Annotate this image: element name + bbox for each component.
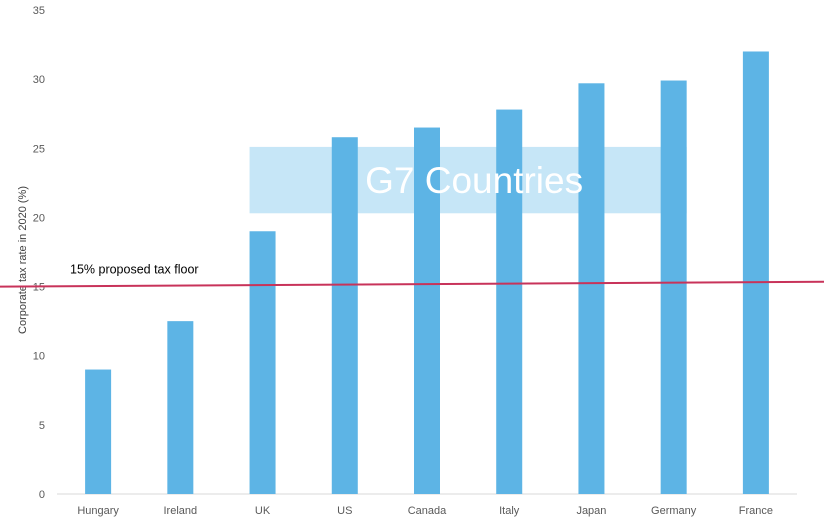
x-tick-label: France	[739, 505, 773, 517]
y-axis-ticks: 0 5 10 15 20 25 30 35	[33, 5, 45, 501]
g7-annotation	[249, 146, 687, 214]
x-tick-label: UK	[255, 505, 271, 517]
g7-box	[249, 146, 687, 214]
bar-hungary	[85, 369, 112, 494]
y-tick-label: 0	[39, 489, 45, 501]
x-tick-label: Italy	[499, 505, 520, 517]
bar-canada	[414, 127, 440, 495]
x-tick-label: Hungary	[77, 505, 119, 517]
x-tick-label: Japan	[576, 505, 606, 517]
x-tick-label: US	[337, 505, 352, 517]
x-tick-label: Canada	[408, 505, 447, 517]
bar-uk	[249, 231, 276, 494]
bar-japan	[578, 83, 605, 494]
y-tick-label: 5	[39, 420, 45, 432]
bar-italy	[496, 109, 523, 495]
y-tick-label: 25	[33, 143, 45, 155]
g7-label: G7 Countries	[365, 160, 583, 201]
y-tick-label: 10	[33, 351, 45, 363]
x-tick-label: Ireland	[164, 505, 198, 517]
tax-floor-line	[0, 280, 824, 288]
bar-us	[331, 137, 358, 495]
y-tick-label: 20	[33, 212, 45, 224]
y-tick-label: 35	[33, 5, 45, 17]
y-tick-label: 30	[33, 74, 45, 86]
bars	[85, 51, 769, 495]
x-axis-labels: Hungary Ireland UK US Canada Italy Japan German…	[77, 505, 773, 517]
bar-france	[742, 51, 769, 494]
x-tick-label: Germany	[651, 505, 697, 517]
bar-ireland	[167, 321, 194, 494]
tax-floor-label: 15% proposed tax floor	[70, 263, 199, 277]
y-axis-title: Corporate tax rate in 2020 (%)	[17, 186, 29, 334]
y-tick-label: 15	[33, 282, 45, 294]
bar-germany	[660, 80, 687, 495]
